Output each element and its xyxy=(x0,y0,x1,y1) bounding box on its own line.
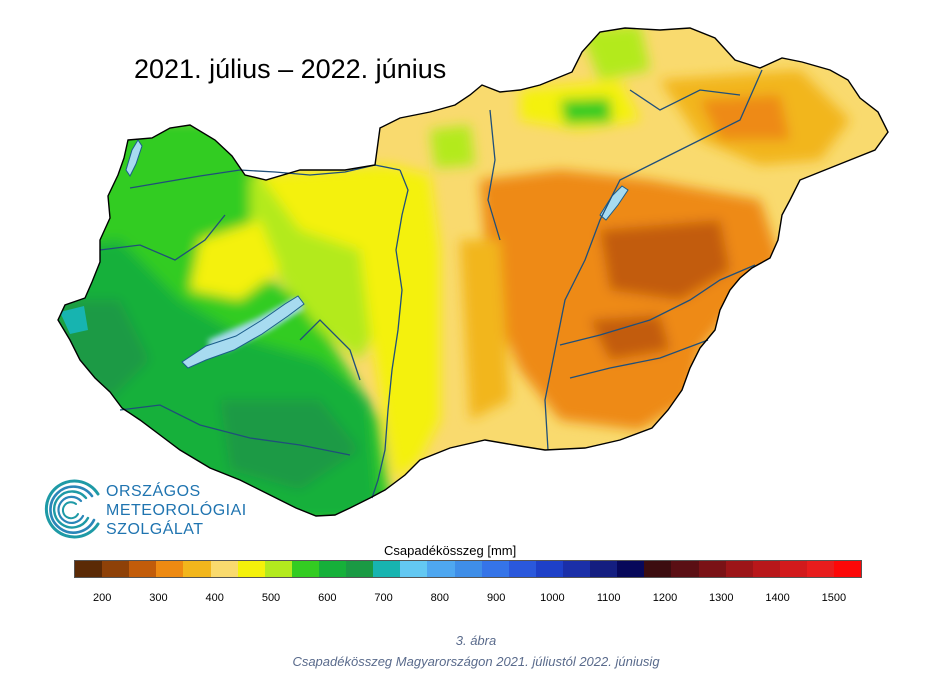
legend-swatch xyxy=(265,561,292,577)
figure-number: 3. ábra xyxy=(0,633,952,648)
omsz-logo: ORSZÁGOS METEOROLÓGIAI SZOLGÁLAT xyxy=(40,476,290,546)
legend-swatch xyxy=(75,561,102,577)
legend-tick-label: 600 xyxy=(318,592,336,604)
figure-caption: Csapadékösszeg Magyarországon 2021. júli… xyxy=(0,654,952,669)
legend-swatch xyxy=(780,561,807,577)
map-title: 2021. július – 2022. június xyxy=(134,54,446,85)
omsz-logo-icon xyxy=(40,476,104,542)
legend-swatch xyxy=(644,561,671,577)
legend-swatch xyxy=(455,561,482,577)
legend-tick-label: 1400 xyxy=(765,592,789,604)
legend-tick-label: 1000 xyxy=(540,592,564,604)
legend-labels: 200 300 400 500 600 700 800 900 1000 1100 1200 1300… xyxy=(0,592,952,608)
precipitation-field xyxy=(40,20,900,530)
legend-color-bar xyxy=(74,560,862,578)
legend-tick-label: 1300 xyxy=(709,592,733,604)
legend-swatch xyxy=(156,561,183,577)
legend-swatch xyxy=(129,561,156,577)
legend-swatch xyxy=(807,561,834,577)
legend-tick-label: 300 xyxy=(149,592,167,604)
legend-title: Csapadékösszeg [mm] xyxy=(384,543,516,558)
legend-tick-label: 1100 xyxy=(597,592,621,604)
legend-swatch xyxy=(536,561,563,577)
legend-swatch xyxy=(102,561,129,577)
legend-swatch xyxy=(400,561,427,577)
legend-swatch xyxy=(509,561,536,577)
legend-swatch xyxy=(346,561,373,577)
legend-tick-label: 400 xyxy=(206,592,224,604)
legend-swatch xyxy=(373,561,400,577)
precipitation-map xyxy=(0,0,952,688)
legend-swatch xyxy=(753,561,780,577)
legend-swatch xyxy=(563,561,590,577)
legend-swatch xyxy=(671,561,698,577)
logo-line-2: METEOROLÓGIAI xyxy=(106,501,247,520)
logo-line-3: SZOLGÁLAT xyxy=(106,520,247,539)
legend-tick-label: 500 xyxy=(262,592,280,604)
legend-swatch xyxy=(617,561,644,577)
legend-swatch xyxy=(292,561,319,577)
legend-swatch xyxy=(319,561,346,577)
legend-swatch xyxy=(726,561,753,577)
legend-tick-label: 700 xyxy=(374,592,392,604)
legend-swatch xyxy=(834,561,861,577)
legend-swatch xyxy=(238,561,265,577)
legend-tick-label: 1500 xyxy=(822,592,846,604)
legend-tick-label: 200 xyxy=(93,592,111,604)
legend-swatch xyxy=(427,561,454,577)
legend-swatch xyxy=(699,561,726,577)
legend-swatch xyxy=(482,561,509,577)
legend-swatch xyxy=(183,561,210,577)
legend-swatch xyxy=(211,561,238,577)
legend-tick-label: 900 xyxy=(487,592,505,604)
legend-tick-label: 1200 xyxy=(653,592,677,604)
legend-swatch xyxy=(590,561,617,577)
logo-line-1: ORSZÁGOS xyxy=(106,482,247,501)
legend-tick-label: 800 xyxy=(431,592,449,604)
